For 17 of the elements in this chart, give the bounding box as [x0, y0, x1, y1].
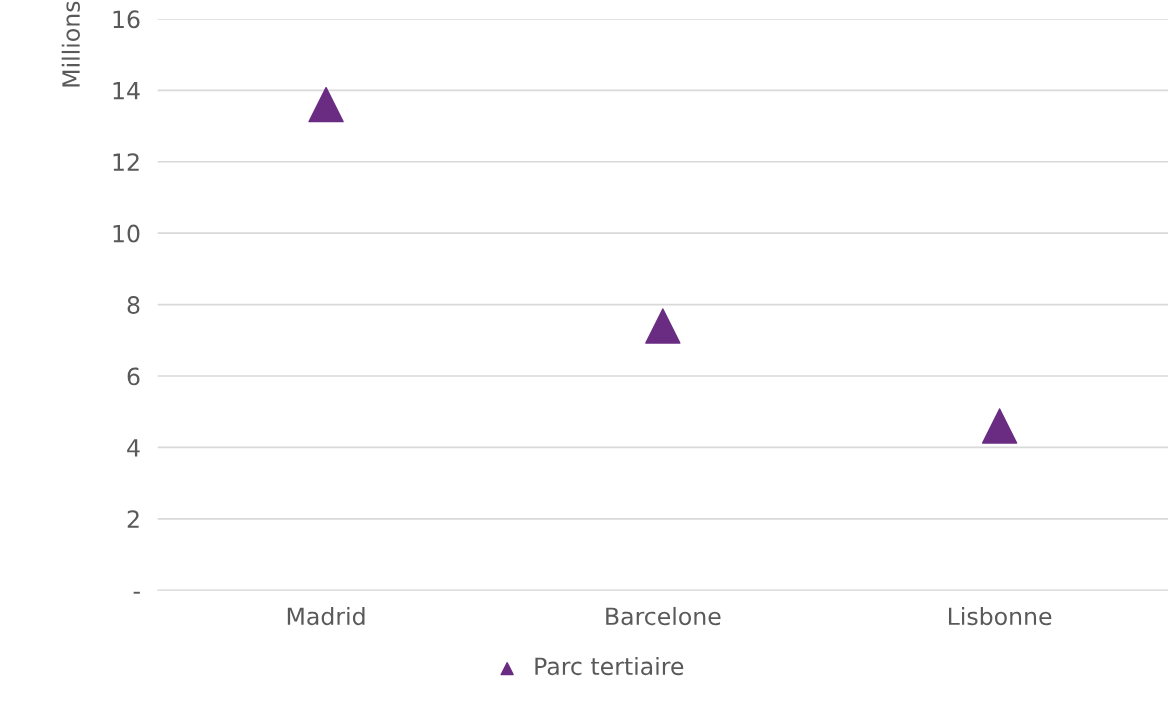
point [981, 408, 1018, 444]
y-tick-label: 6 [127, 367, 140, 386]
y-tick-label: 8 [127, 296, 140, 314]
x-tick-label: Lisbonne [948, 606, 1052, 626]
y-tick-label: 4 [127, 439, 140, 457]
y-tick-label: 16 [113, 10, 140, 29]
y-tick-label: 12 [113, 153, 139, 171]
x-tick-label: Madrid [287, 606, 365, 626]
y-tick-label: 14 [113, 82, 140, 100]
y-axis-title: Millions [61, 1, 80, 87]
y-tick-label: - [133, 591, 140, 594]
y-tick-label: 2 [127, 510, 139, 528]
x-tick-label: Barcelone [606, 606, 721, 626]
y-tick-label: 10 [113, 224, 140, 243]
point [308, 86, 344, 123]
legend-label: Parc tertiaire [535, 656, 684, 676]
point [645, 308, 681, 344]
